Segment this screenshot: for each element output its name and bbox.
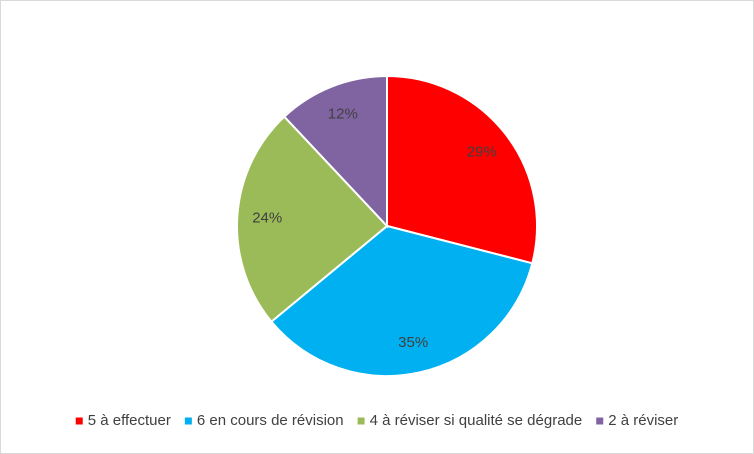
pie-slice <box>386 74 538 265</box>
legend-marker <box>357 417 365 425</box>
pie-slice <box>270 224 534 377</box>
pie-slice <box>282 74 388 229</box>
data-label: 35% <box>398 334 428 351</box>
legend-label: 2 à réviser <box>608 412 678 429</box>
data-label: 29% <box>467 143 497 160</box>
data-label: 12% <box>328 105 358 122</box>
legend-label: 4 à réviser si qualité se dégrade <box>370 412 583 429</box>
legend-marker <box>184 417 192 425</box>
legend-label: 5 à effectuer <box>88 412 171 429</box>
legend-marker <box>596 417 604 425</box>
data-label: 24% <box>252 209 282 226</box>
pie-slice <box>236 115 389 324</box>
legend-marker <box>75 417 83 425</box>
legend-label: 6 en cours de révision <box>197 412 344 429</box>
